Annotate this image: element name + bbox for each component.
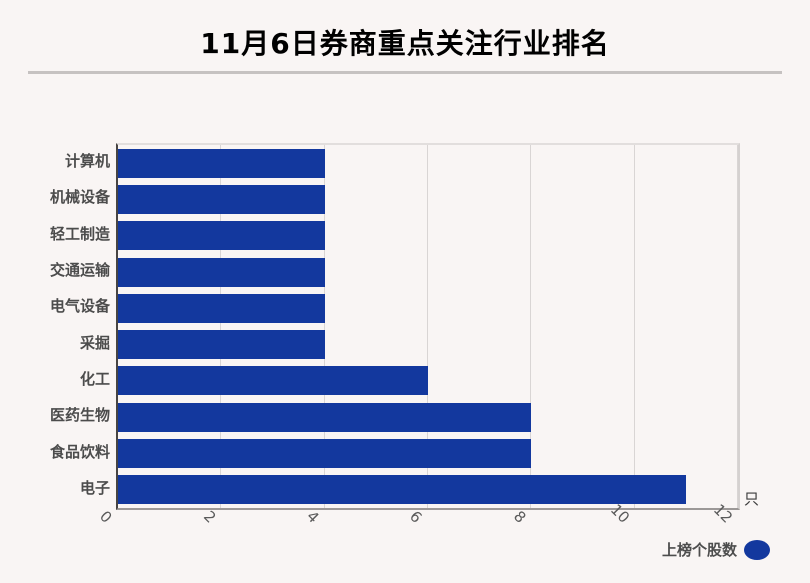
legend-marker-circle [744, 539, 770, 560]
legend-label: 上榜个股数 [661, 541, 737, 559]
x-tick-label: 2 [199, 507, 220, 527]
grid-line [220, 145, 222, 508]
y-category-label: 化工 [79, 369, 110, 388]
grid-line [427, 145, 428, 508]
bar-机械设备 [118, 184, 325, 214]
bar-化工 [118, 366, 428, 396]
bar-采掘 [118, 330, 325, 360]
y-category-label: 采掘 [79, 333, 110, 352]
y-category-label: 电气设备 [49, 297, 110, 316]
grid-line [530, 145, 532, 508]
bar-电气设备 [118, 293, 325, 323]
x-axis-unit-label: 只 [744, 490, 760, 508]
x-tick-label: 6 [406, 507, 426, 527]
chart-title: 11月6日券商重点关注行业排名 [200, 27, 610, 60]
x-tick-label: 4 [303, 507, 323, 527]
grid-line [323, 145, 325, 508]
x-tick-label: 0 [96, 507, 116, 527]
y-axis-labels: 计算机机械设备轻工制造交通运输电气设备采掘化工医药生物食品饮料电子 [0, 143, 110, 506]
plot-area [116, 143, 740, 510]
y-category-label: 电子 [79, 478, 110, 497]
y-category-label: 计算机 [64, 152, 110, 171]
bar-轻工制造 [118, 221, 325, 251]
y-category-label: 交通运输 [49, 261, 110, 280]
bar-计算机 [118, 148, 325, 178]
bar-交通运输 [118, 257, 325, 287]
bar-电子 [118, 475, 687, 505]
title-divider [28, 71, 782, 74]
y-category-label: 食品饮料 [49, 442, 110, 461]
legend: 上榜个股数 [662, 539, 770, 560]
y-category-label: 医药生物 [49, 406, 110, 425]
grid-line [737, 145, 738, 508]
y-category-label: 轻工制造 [49, 224, 110, 243]
bar-食品饮料 [118, 439, 532, 469]
y-category-label: 机械设备 [49, 188, 110, 207]
x-tick-label: 8 [509, 507, 530, 527]
bar-医药生物 [118, 402, 532, 432]
grid-line [633, 145, 635, 508]
